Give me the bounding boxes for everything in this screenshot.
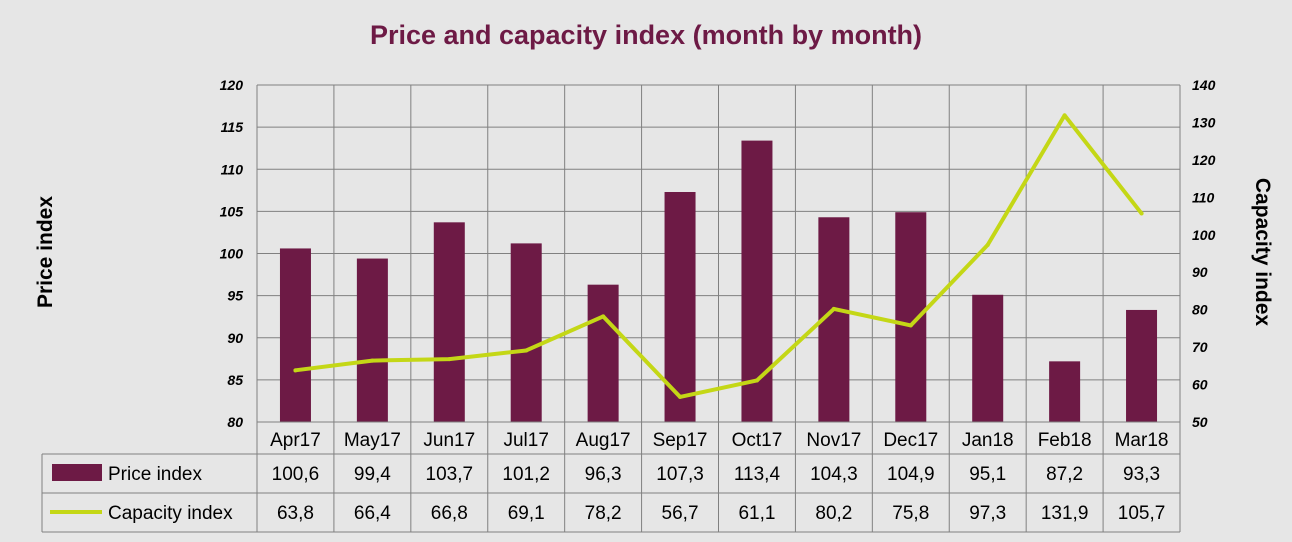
capacity-line — [293, 113, 1144, 399]
y2-tick-label: 70 — [1192, 339, 1208, 355]
price-bar — [587, 284, 619, 422]
y-tick-label: 100 — [220, 246, 244, 262]
price-bar — [741, 140, 773, 423]
capacity-data-label: 61,1 — [738, 503, 775, 524]
y-axis-label: Price index — [34, 196, 57, 308]
capacity-point — [754, 378, 759, 383]
capacity-data-label: 78,2 — [585, 503, 622, 524]
y2-tick-label: 80 — [1192, 302, 1208, 318]
x-tick-label: Jun17 — [423, 430, 475, 451]
x-tick-label: Mar18 — [1115, 430, 1169, 451]
y-tick-label: 95 — [227, 288, 243, 304]
capacity-point — [678, 394, 683, 399]
y2-tick-label: 120 — [1192, 152, 1216, 168]
capacity-point — [447, 357, 452, 362]
y-tick-label: 105 — [220, 203, 244, 219]
price-bar — [895, 212, 927, 422]
price-data-label: 93,3 — [1123, 464, 1160, 485]
price-bar — [279, 248, 311, 422]
price-data-label: 113,4 — [734, 464, 781, 485]
x-tick-label: May17 — [344, 430, 401, 451]
y-tick-label: 110 — [221, 161, 244, 177]
price-data-label: 100,6 — [272, 464, 320, 485]
y2-tick-label: 100 — [1192, 227, 1216, 243]
y2-axis-label: Capacity index — [1251, 178, 1274, 327]
capacity-point — [293, 368, 298, 373]
x-tick-label: Aug17 — [576, 430, 631, 451]
capacity-point — [370, 358, 375, 363]
x-tick-label: Dec17 — [883, 430, 938, 451]
capacity-data-label: 75,8 — [892, 503, 929, 524]
x-tick-label: Jan18 — [962, 430, 1014, 451]
capacity-data-label: 80,2 — [815, 503, 852, 524]
price-data-label: 99,4 — [354, 464, 391, 485]
x-tick-label: Apr17 — [270, 430, 321, 451]
price-bar — [1126, 309, 1158, 422]
y2-tick-label: 50 — [1192, 414, 1208, 430]
price-data-label: 104,3 — [810, 464, 858, 485]
legend-capacity-label: Capacity index — [108, 503, 233, 524]
capacity-data-label: 131,9 — [1041, 503, 1089, 524]
y2-tick-label: 110 — [1192, 189, 1215, 205]
x-tick-label: Feb18 — [1038, 430, 1092, 451]
price-data-label: 95,1 — [969, 464, 1006, 485]
capacity-point — [524, 348, 529, 353]
price-data-label: 87,2 — [1046, 464, 1083, 485]
y-tick-label: 85 — [227, 372, 243, 388]
y2-tick-label: 140 — [1192, 77, 1216, 93]
axes: 80 85 90 95 100 105 110 115 120 50 60 70 80 90 100 110 1… — [220, 77, 1216, 430]
price-data-label: 104,9 — [887, 464, 935, 485]
price-data-label: 101,2 — [502, 464, 550, 485]
y-tick-label: 90 — [227, 330, 243, 346]
capacity-point — [1139, 211, 1144, 216]
capacity-data-label: 56,7 — [662, 503, 699, 524]
y2-tick-label: 130 — [1192, 114, 1216, 130]
price-bar — [972, 294, 1004, 422]
grid-lines — [256, 84, 1181, 423]
capacity-point — [908, 323, 913, 328]
capacity-data-label: 63,8 — [277, 503, 314, 524]
y2-tick-label: 60 — [1192, 377, 1208, 393]
price-data-label: 96,3 — [585, 464, 622, 485]
capacity-line-layer — [293, 113, 1144, 399]
chart-title: Price and capacity index (month by month… — [370, 20, 922, 50]
price-bar — [433, 222, 465, 422]
y2-tick-label: 90 — [1192, 264, 1208, 280]
capacity-point — [601, 314, 606, 319]
x-tick-label: Oct17 — [732, 430, 783, 451]
x-tick-label: Jul17 — [503, 430, 548, 451]
price-data-label: 103,7 — [426, 464, 474, 485]
y-tick-label: 80 — [227, 414, 243, 430]
data-table: Apr17 May17 Jun17 Jul17 Aug17 Sep17 Oct17 Nov17… — [41, 421, 1181, 533]
capacity-data-label: 69,1 — [508, 503, 545, 524]
price-bar — [356, 258, 388, 422]
legend-price-swatch — [52, 464, 102, 481]
capacity-data-label: 105,7 — [1118, 503, 1166, 524]
capacity-point — [985, 242, 990, 247]
y-tick-label: 115 — [221, 119, 244, 135]
price-bar — [1049, 361, 1081, 422]
y-tick-label: 120 — [220, 77, 244, 93]
capacity-data-label: 66,4 — [354, 503, 391, 524]
price-data-label: 107,3 — [656, 464, 704, 485]
capacity-point — [831, 306, 836, 311]
price-bar — [510, 243, 542, 422]
capacity-point — [1062, 113, 1067, 118]
x-tick-label: Nov17 — [806, 430, 861, 451]
capacity-data-label: 97,3 — [969, 503, 1006, 524]
capacity-data-label: 66,8 — [431, 503, 468, 524]
legend-price-label: Price index — [108, 464, 202, 485]
x-tick-label: Sep17 — [653, 430, 708, 451]
